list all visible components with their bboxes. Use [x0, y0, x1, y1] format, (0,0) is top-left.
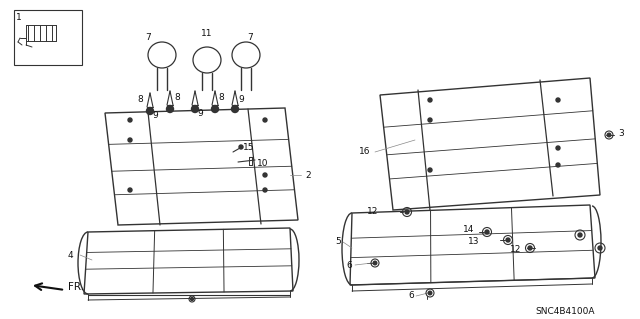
Text: 8: 8	[137, 95, 143, 105]
Circle shape	[607, 133, 611, 137]
Text: 3: 3	[618, 129, 624, 137]
Text: 6: 6	[346, 261, 352, 270]
Circle shape	[166, 106, 173, 113]
Text: 9: 9	[197, 108, 203, 117]
Circle shape	[556, 98, 560, 102]
Text: 2: 2	[305, 170, 310, 180]
FancyArrowPatch shape	[35, 283, 62, 290]
Text: 5: 5	[335, 238, 340, 247]
Circle shape	[232, 106, 239, 113]
Circle shape	[191, 298, 193, 300]
Circle shape	[128, 188, 132, 192]
Circle shape	[263, 118, 267, 122]
Circle shape	[373, 261, 377, 265]
Text: 8: 8	[174, 93, 180, 102]
Circle shape	[556, 163, 560, 167]
Text: 8: 8	[218, 93, 224, 102]
Circle shape	[405, 210, 409, 214]
Circle shape	[598, 246, 602, 250]
Circle shape	[506, 238, 510, 242]
Text: 7: 7	[145, 33, 151, 42]
Circle shape	[556, 146, 560, 150]
Circle shape	[578, 233, 582, 237]
Text: 6: 6	[408, 292, 413, 300]
Circle shape	[428, 291, 432, 295]
Text: 12: 12	[367, 207, 378, 217]
Circle shape	[263, 173, 267, 177]
Text: 12: 12	[510, 246, 522, 255]
Bar	[14, 10, 82, 65]
Circle shape	[147, 108, 154, 115]
Text: 14: 14	[463, 226, 474, 234]
Circle shape	[428, 168, 432, 172]
Text: 9: 9	[238, 95, 244, 105]
Circle shape	[528, 246, 532, 250]
Text: 13: 13	[468, 238, 479, 247]
Text: 11: 11	[201, 28, 212, 38]
Circle shape	[263, 188, 267, 192]
Circle shape	[191, 106, 198, 113]
Text: 15: 15	[243, 144, 255, 152]
Circle shape	[239, 145, 243, 149]
Circle shape	[128, 138, 132, 142]
Text: FR.: FR.	[68, 282, 84, 292]
Circle shape	[128, 118, 132, 122]
Circle shape	[211, 106, 218, 113]
Text: 9: 9	[152, 110, 157, 120]
Circle shape	[428, 118, 432, 122]
Text: 4: 4	[68, 250, 74, 259]
Circle shape	[428, 98, 432, 102]
Circle shape	[485, 230, 489, 234]
Text: 7: 7	[247, 33, 253, 42]
Text: 10: 10	[257, 160, 269, 168]
Text: 1: 1	[16, 13, 22, 22]
Text: 16: 16	[359, 147, 371, 157]
Text: SNC4B4100A: SNC4B4100A	[535, 308, 595, 316]
